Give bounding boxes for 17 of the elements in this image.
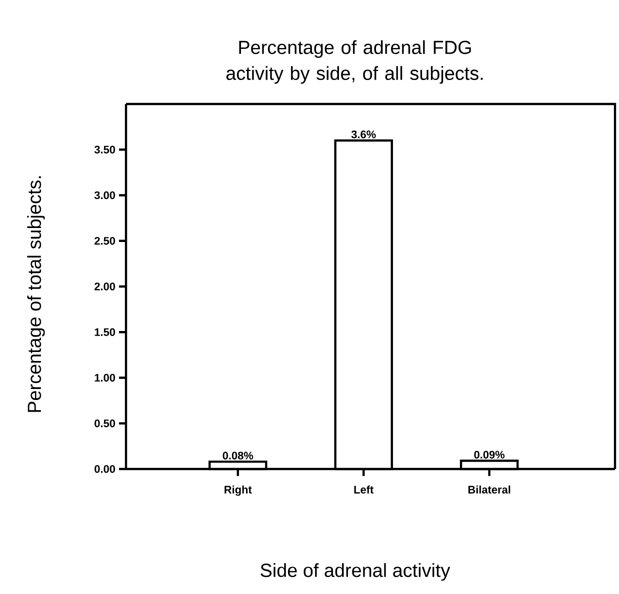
x-tick-label: Right	[224, 486, 252, 496]
x-axis-title: Side of adrenal activity	[260, 563, 450, 581]
y-tick-label: 3.00	[94, 191, 116, 200]
data-label: 0.08%	[222, 452, 254, 460]
x-tick-label: Bilateral	[468, 486, 510, 494]
y-tick-label: 0.00	[94, 465, 116, 473]
y-tick-label: 3.50	[94, 146, 116, 154]
y-tick-label: 0.50	[94, 419, 116, 428]
y-tick-label: 2.50	[94, 236, 116, 245]
y-tick-label: 1.00	[94, 374, 116, 382]
y-tick-label: 1.50	[94, 328, 116, 336]
data-label: 0.09%	[474, 450, 505, 459]
y-axis-title: Percentage of total subjects.	[27, 176, 45, 412]
y-tick-label: 2.00	[94, 282, 116, 290]
x-tick-label: Left	[354, 486, 374, 494]
data-label: 3.6%	[351, 130, 376, 138]
chart-title: Percentage of adrenal FDG activity by side, of all subjects.	[226, 40, 483, 84]
